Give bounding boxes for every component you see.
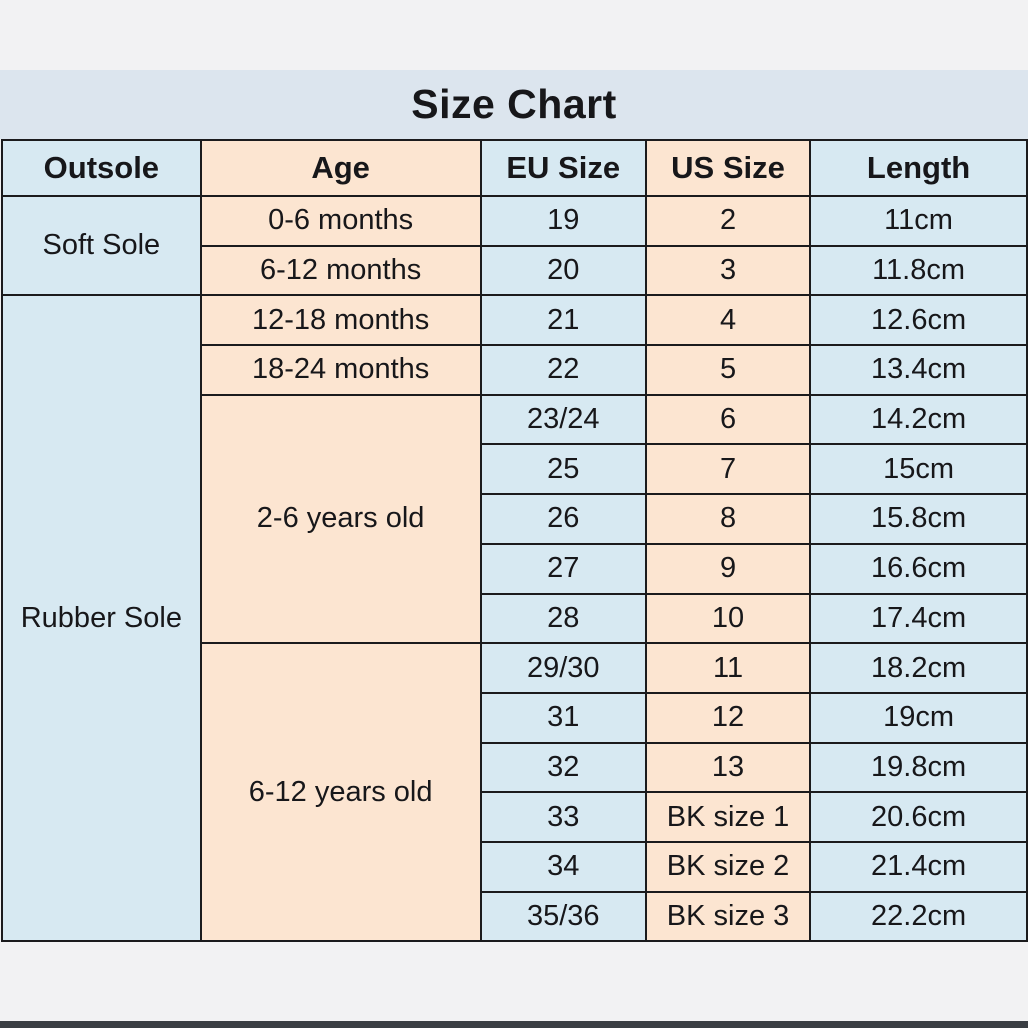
- us-cell: 2: [644, 195, 812, 247]
- us-cell: 13: [644, 741, 812, 794]
- us-cell: BK size 1: [644, 791, 812, 843]
- age-group-cell: 6-12 years old: [199, 642, 482, 943]
- eu-cell: 25: [479, 443, 647, 496]
- length-cell: 19.8cm: [809, 741, 1028, 794]
- us-cell: BK size 3: [644, 890, 812, 943]
- eu-cell: 34: [479, 840, 647, 893]
- eu-cell: 20: [479, 244, 647, 297]
- length-cell: 19cm: [809, 691, 1028, 744]
- outsole-cell: Soft Sole: [1, 194, 202, 297]
- length-cell: 13.4cm: [809, 344, 1028, 396]
- table-row: 27 9 16.6cm: [2, 542, 1028, 595]
- us-cell: 4: [644, 294, 812, 347]
- length-cell: 21.4cm: [809, 840, 1028, 893]
- table-row: 32 13 19.8cm: [2, 741, 1028, 794]
- eu-cell: 31: [479, 691, 647, 744]
- us-cell: 9: [644, 542, 812, 595]
- table-row: Rubber Sole 12-18 months 21 4 12.6cm: [1, 294, 1028, 943]
- age-group-cell: 2-6 years old: [199, 393, 482, 645]
- header-age: Age: [199, 139, 482, 197]
- table-row: 35/36 BK size 3 22.2cm: [2, 890, 1028, 943]
- eu-cell: 21: [479, 294, 647, 347]
- table-row: 18-24 months 22 5 13.4cm: [2, 344, 1028, 396]
- length-cell: 18.2cm: [809, 642, 1028, 694]
- length-cell: 15cm: [809, 443, 1028, 496]
- eu-cell: 19: [479, 195, 647, 247]
- age-cell: 12-18 months: [199, 294, 482, 347]
- length-cell: 12.6cm: [809, 294, 1028, 347]
- page-title: Size Chart: [411, 81, 617, 127]
- outsole-cell: Rubber Sole: [1, 294, 202, 943]
- table-row: 31 12 19cm: [2, 691, 1028, 744]
- table-row: 28 10 17.4cm: [2, 592, 1028, 645]
- table-row: 33 BK size 1 20.6cm: [2, 791, 1028, 843]
- header-outsole: Outsole: [1, 139, 202, 197]
- eu-cell: 33: [479, 791, 647, 843]
- age-cell: 6-12 months: [199, 244, 482, 297]
- eu-cell: 35/36: [479, 890, 647, 943]
- header-us-size: US Size: [644, 139, 812, 197]
- header-length: Length: [809, 139, 1028, 197]
- header-eu-size: EU Size: [479, 139, 647, 197]
- length-cell: 15.8cm: [809, 493, 1028, 545]
- eu-cell: 23/24: [479, 393, 647, 446]
- age-cell: 0-6 months: [199, 195, 482, 247]
- us-cell: 5: [644, 344, 812, 396]
- us-cell: BK size 2: [644, 840, 812, 893]
- us-cell: 11: [644, 642, 812, 694]
- eu-cell: 29/30: [479, 642, 647, 694]
- us-cell: 7: [644, 443, 812, 496]
- length-cell: 11.8cm: [809, 244, 1028, 297]
- table-row: 34 BK size 2 21.4cm: [2, 840, 1028, 893]
- length-cell: 17.4cm: [809, 592, 1028, 645]
- table-row: Soft Sole 0-6 months 19 2 11cm: [1, 194, 1028, 297]
- table-row: 6-12 months 20 3 11.8cm: [2, 244, 1028, 297]
- eu-cell: 22: [479, 344, 647, 396]
- table-row: 25 7 15cm: [2, 443, 1028, 496]
- eu-cell: 32: [479, 741, 647, 794]
- bottom-dark-band: [0, 1021, 1028, 1028]
- us-cell: 3: [644, 244, 812, 297]
- eu-cell: 26: [479, 493, 647, 545]
- age-cell: 18-24 months: [199, 344, 482, 396]
- us-cell: 10: [644, 592, 812, 645]
- size-chart-title-band: Size Chart: [0, 70, 1028, 139]
- length-cell: 14.2cm: [809, 393, 1028, 446]
- eu-cell: 28: [479, 592, 647, 645]
- length-cell: 11cm: [809, 195, 1028, 247]
- header-row: Outsole Age EU Size US Size Length: [1, 139, 1028, 197]
- length-cell: 16.6cm: [809, 542, 1028, 595]
- table-row: 26 8 15.8cm: [2, 493, 1028, 545]
- table-row: 6-12 years old 29/30 11 18.2cm: [2, 642, 1028, 943]
- us-cell: 12: [644, 691, 812, 744]
- table-row: 2-6 years old 23/24 6 14.2cm: [2, 393, 1028, 645]
- eu-cell: 27: [479, 542, 647, 595]
- us-cell: 8: [644, 493, 812, 545]
- size-chart-table: Outsole Age EU Size US Size Length Soft …: [1, 139, 1028, 943]
- length-cell: 22.2cm: [809, 890, 1028, 943]
- length-cell: 20.6cm: [809, 791, 1028, 843]
- us-cell: 6: [644, 393, 812, 446]
